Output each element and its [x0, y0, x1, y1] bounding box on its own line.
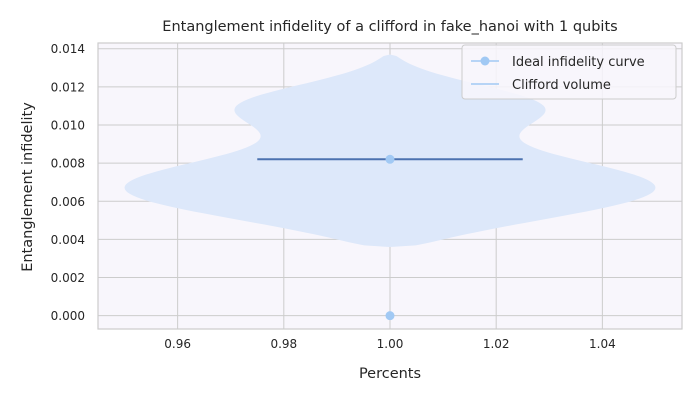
legend-label-ideal: Ideal infidelity curve — [512, 55, 645, 70]
x-tick-label: 0.98 — [270, 337, 297, 351]
violin-body — [124, 54, 656, 248]
legend-box — [461, 44, 677, 100]
y-tick-label: 0.004 — [51, 233, 85, 247]
legend-marker-ideal — [480, 56, 490, 66]
x-axis-ticks: 0.96 0.98 1.00 1.02 1.04 — [164, 337, 615, 351]
x-tick-label: 1.00 — [377, 337, 404, 351]
y-axis-title: Entanglement infidelity — [20, 102, 36, 272]
x-tick-label: 1.04 — [589, 337, 616, 351]
ideal-infidelity-point — [385, 311, 395, 321]
mean-marker — [385, 154, 395, 164]
x-tick-label: 1.02 — [483, 337, 510, 351]
legend-label-clifford: Clifford volume — [512, 78, 611, 93]
y-tick-label: 0.010 — [51, 118, 85, 132]
x-axis-title: Percents — [359, 366, 421, 382]
y-tick-label: 0.008 — [51, 157, 85, 171]
chart-title: Entanglement infidelity of a clifford in… — [162, 19, 617, 35]
y-tick-label: 0.006 — [51, 195, 85, 209]
x-tick-label: 0.96 — [164, 337, 191, 351]
plot-frame — [97, 42, 683, 330]
legend: Ideal infidelity curve Clifford volume — [461, 44, 677, 100]
y-tick-label: 0.012 — [51, 80, 85, 94]
y-tick-label: 0.000 — [51, 309, 85, 323]
y-tick-label: 0.014 — [51, 42, 85, 56]
y-tick-label: 0.002 — [51, 271, 85, 285]
y-axis-ticks: 0.000 0.002 0.004 0.006 0.008 0.010 0.012 0.014 — [51, 42, 85, 323]
